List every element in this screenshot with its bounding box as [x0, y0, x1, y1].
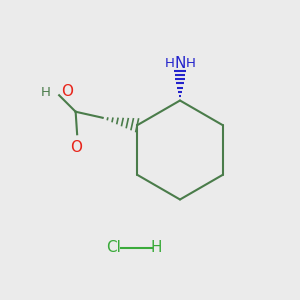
Text: H: H	[165, 57, 174, 70]
Text: O: O	[70, 140, 82, 154]
Text: N: N	[174, 56, 186, 71]
Text: O: O	[61, 84, 73, 99]
Text: Cl: Cl	[106, 240, 122, 255]
Text: H: H	[150, 240, 162, 255]
Text: H: H	[40, 86, 50, 99]
Text: H: H	[186, 57, 195, 70]
